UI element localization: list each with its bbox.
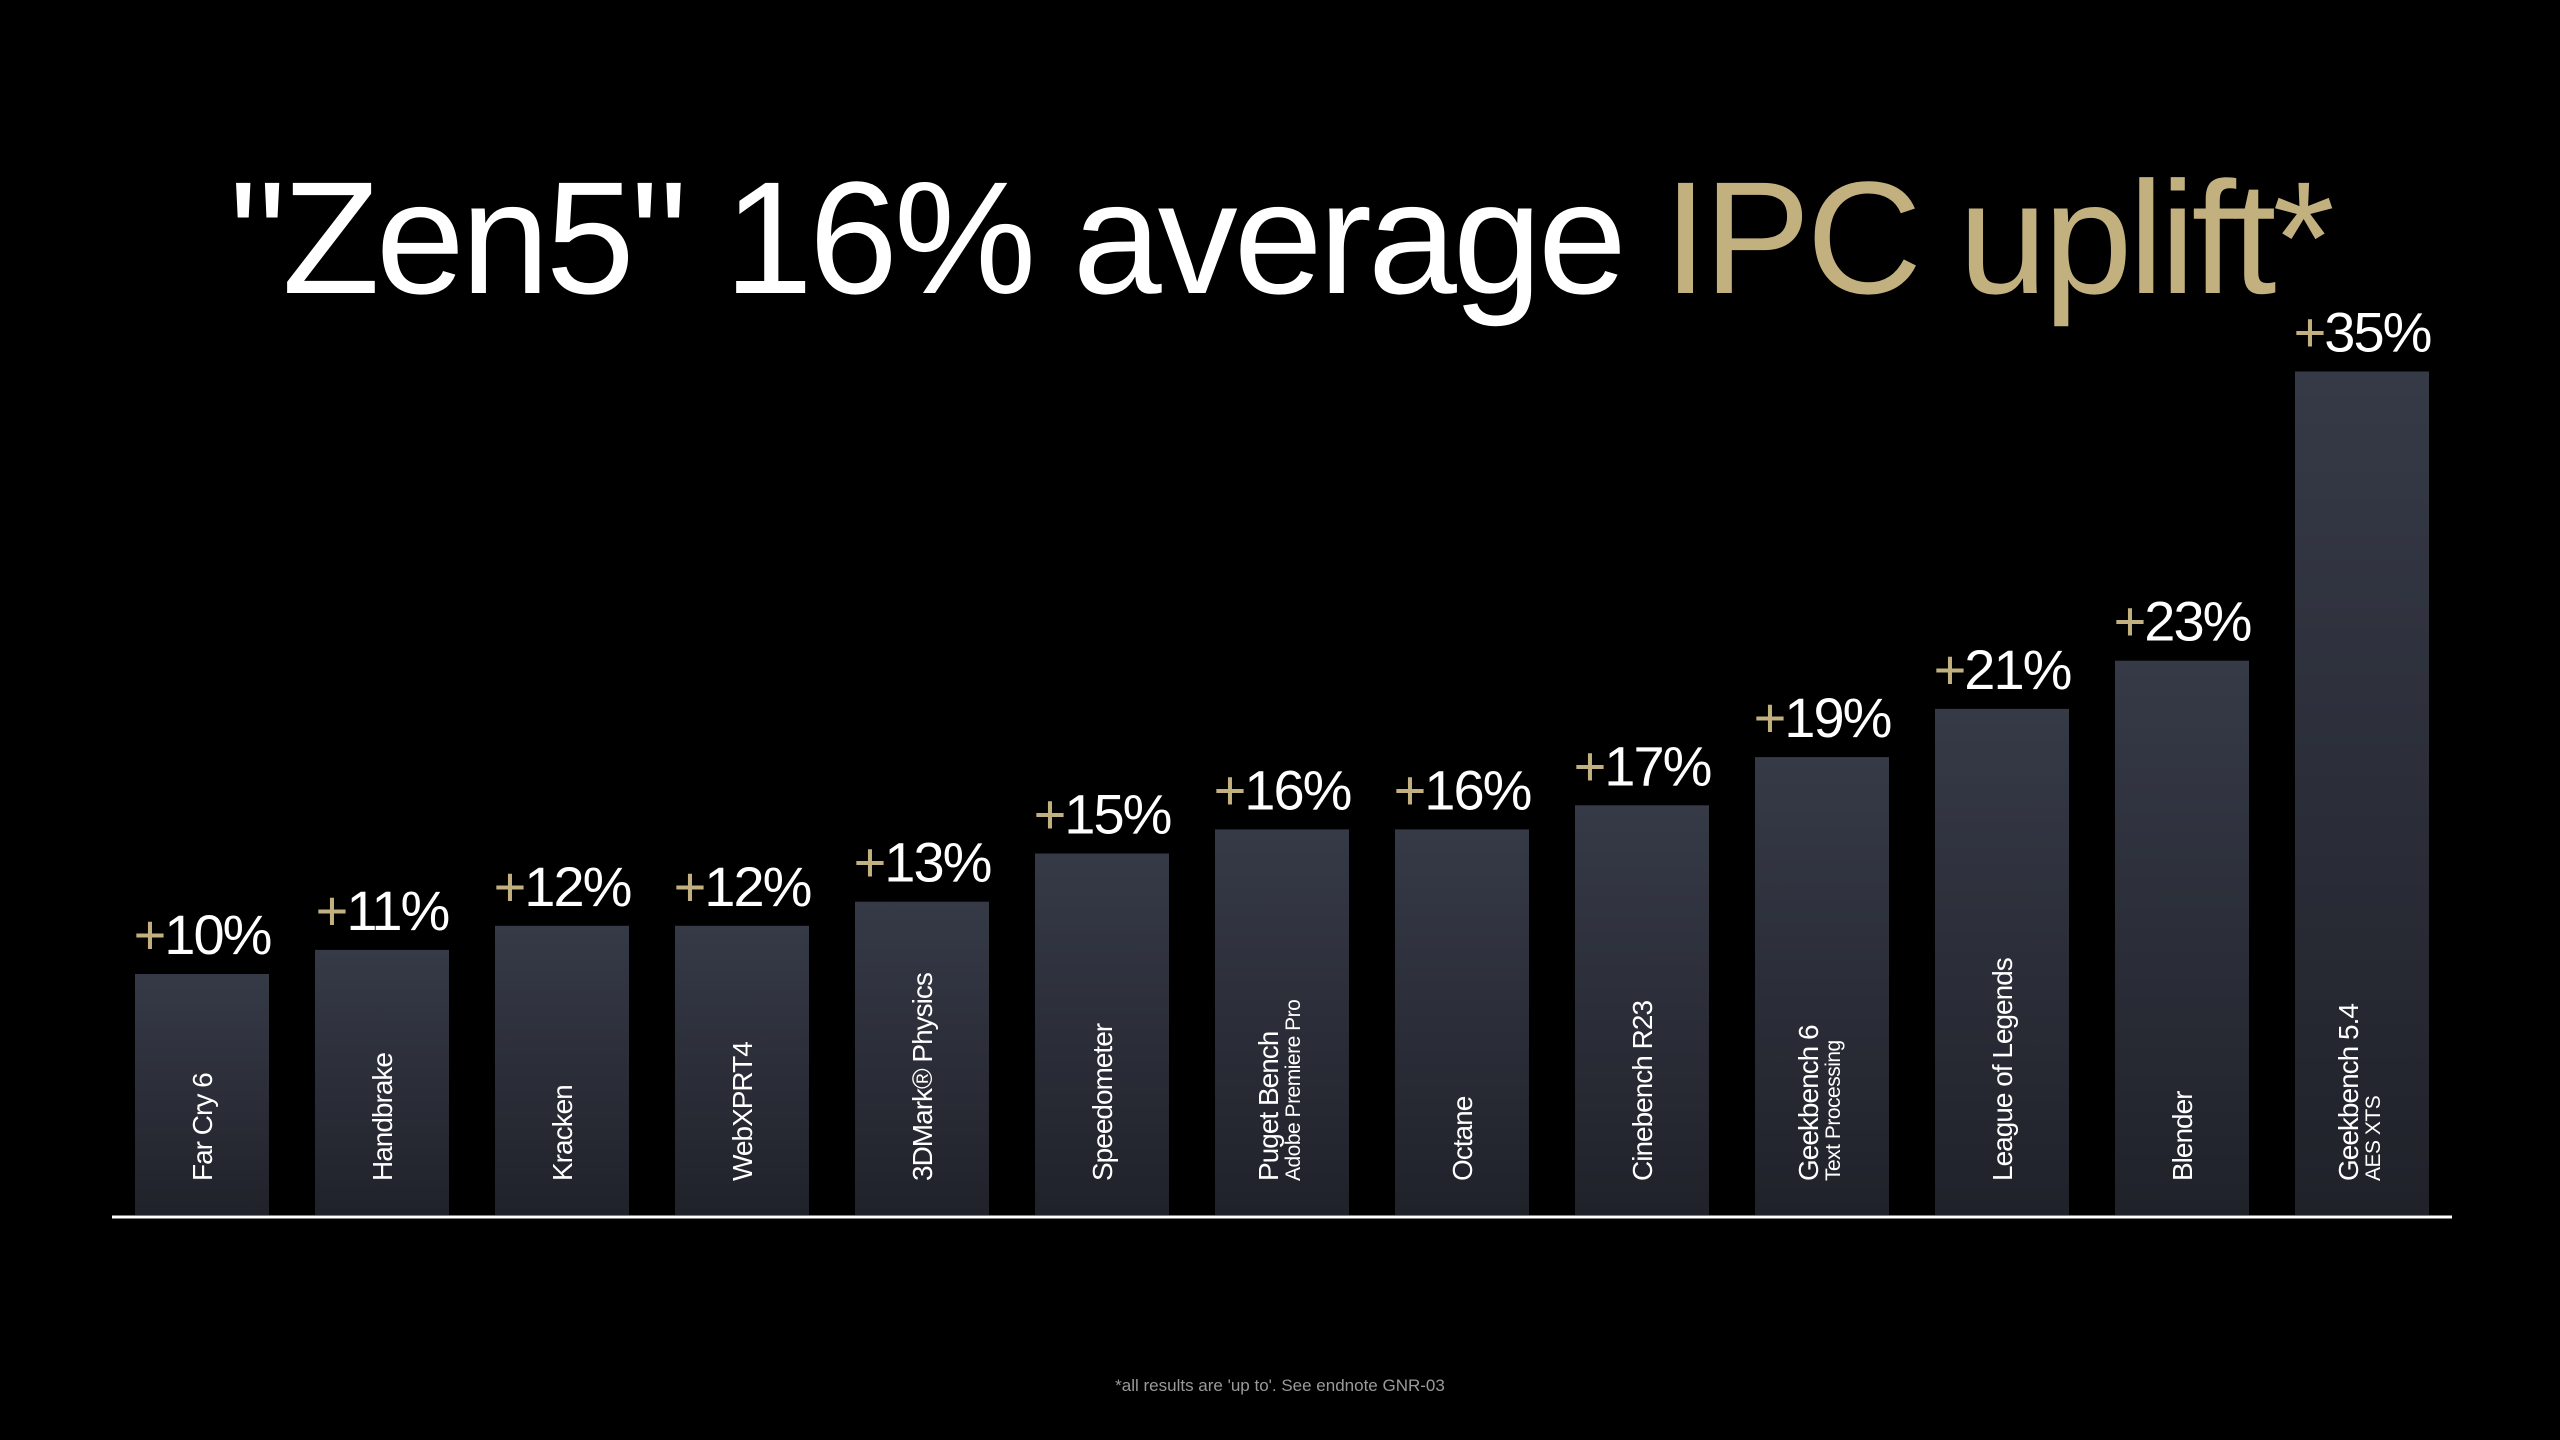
value-label-blender: +23% <box>2114 590 2251 653</box>
category-label-webxprt4: WebXPRT4 <box>727 1042 758 1181</box>
title-part-gold: IPC uplift* <box>1663 148 2334 327</box>
category-name-speedometer: Speedometer <box>1087 1023 1118 1181</box>
bar-3dmark-physics <box>855 901 989 1215</box>
category-name-cinebench-r23: Cinebench R23 <box>1627 1001 1658 1181</box>
category-label-far-cry-6: Far Cry 6 <box>187 1073 218 1181</box>
bar-cinebench-r23 <box>1575 805 1709 1215</box>
value-label-handbrake: +11% <box>316 879 449 942</box>
category-label-speedometer: Speedometer <box>1087 1023 1118 1181</box>
bars-group <box>135 371 2429 1215</box>
value-label-cinebench-r23: +17% <box>1574 734 1711 797</box>
category-label-cinebench-r23: Cinebench R23 <box>1627 1001 1658 1181</box>
category-name-blender: Blender <box>2167 1091 2198 1181</box>
bar-octane <box>1395 829 1529 1215</box>
category-label-league-of-legends: League of Legends <box>1987 958 2018 1181</box>
value-label-geekbench-5-4: +35% <box>2294 301 2431 364</box>
value-label-puget-bench: +16% <box>1214 758 1351 821</box>
value-label-3dmark-physics: +13% <box>854 831 991 894</box>
bar-kracken <box>495 925 629 1215</box>
value-label-far-cry-6: +10% <box>134 903 271 966</box>
bar-handbrake <box>315 949 449 1215</box>
value-label-kracken: +12% <box>494 855 631 918</box>
bar-puget-bench <box>1215 829 1349 1215</box>
value-labels-group: +10% +11% +12% +12% +13% +15% +16% +16% +17% +19%… <box>134 301 2433 967</box>
bar-far-cry-6 <box>135 974 269 1215</box>
category-name-far-cry-6: Far Cry 6 <box>187 1073 218 1181</box>
category-subname-geekbench-6: Text Processing <box>1822 1040 1845 1181</box>
category-name-webxprt4: WebXPRT4 <box>727 1042 758 1181</box>
category-name-kracken: Kracken <box>547 1085 578 1181</box>
category-name-geekbench-6: Geekbench 6 <box>1793 1025 1824 1181</box>
category-label-blender: Blender <box>2167 1091 2198 1181</box>
category-name-geekbench-5-4: Geekbench 5.4 <box>2333 1004 2364 1181</box>
category-name-handbrake: Handbrake <box>367 1053 398 1181</box>
bar-blender <box>2115 660 2249 1215</box>
category-subname-puget-bench: Adobe Premiere Pro <box>1282 1000 1305 1181</box>
category-name-puget-bench: Puget Bench <box>1253 1032 1284 1181</box>
title-part-white: "Zen5" 16% average <box>229 148 1664 327</box>
bar-geekbench-6 <box>1755 757 1889 1215</box>
category-subname-geekbench-5-4: AES XTS <box>2362 1095 2385 1181</box>
category-label-octane: Octane <box>1447 1096 1478 1181</box>
value-label-octane: +16% <box>1394 758 1531 821</box>
value-label-webxprt4: +12% <box>674 855 811 918</box>
category-name-3dmark-physics: 3DMark® Physics <box>907 973 938 1181</box>
category-name-league-of-legends: League of Legends <box>1987 958 2018 1181</box>
category-name-octane: Octane <box>1447 1096 1478 1181</box>
value-label-geekbench-6: +19% <box>1754 686 1891 749</box>
category-labels-group: Far Cry 6 Handbrake Kracken WebXPRT4 3DMark®… <box>187 958 2385 1181</box>
footnote: *all results are 'up to'. See endnote GN… <box>1115 1376 1445 1395</box>
bar-webxprt4 <box>675 925 809 1215</box>
value-label-league-of-legends: +21% <box>1934 638 2071 701</box>
category-label-handbrake: Handbrake <box>367 1053 398 1181</box>
slide-title: "Zen5" 16% average IPC uplift* <box>0 148 2560 328</box>
bar-speedometer <box>1035 853 1169 1215</box>
value-label-speedometer: +15% <box>1034 783 1171 846</box>
bar-geekbench-5-4 <box>2295 371 2429 1215</box>
bar-league-of-legends <box>1935 708 2069 1215</box>
category-label-kracken: Kracken <box>547 1085 578 1181</box>
category-label-3dmark-physics: 3DMark® Physics <box>907 973 938 1181</box>
